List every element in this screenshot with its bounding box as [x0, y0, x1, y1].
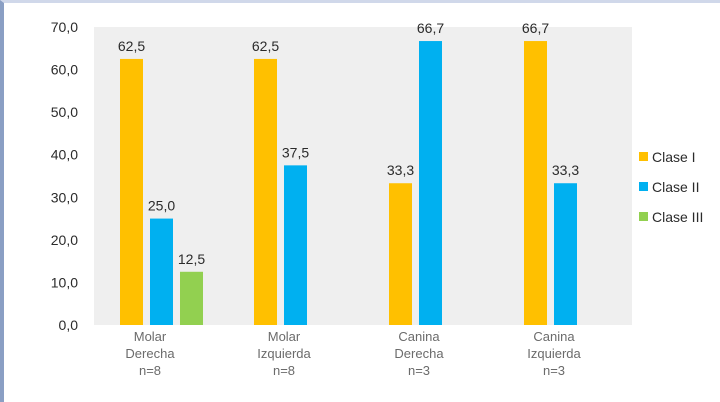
y-tick-label: 50,0 [51, 104, 78, 120]
legend-swatch [639, 212, 648, 221]
bar-clase-ii [150, 218, 173, 325]
y-tick-label: 20,0 [51, 232, 78, 248]
legend-label: Clase I [652, 149, 696, 165]
legend-swatch [639, 152, 648, 161]
data-label: 37,5 [282, 144, 309, 160]
category-label: Canina Izquierda n=3 [527, 329, 581, 378]
data-label: 33,3 [552, 162, 579, 178]
y-tick-label: 70,0 [51, 19, 78, 35]
data-label: 33,3 [387, 162, 414, 178]
bar-clase-iii [180, 271, 203, 325]
data-label: 62,5 [252, 38, 279, 54]
data-label: 66,7 [522, 20, 549, 36]
y-tick-label: 60,0 [51, 62, 78, 78]
y-tick-label: 40,0 [51, 147, 78, 163]
legend-label: Clase III [652, 209, 703, 225]
y-tick-label: 30,0 [51, 189, 78, 205]
bar-clase-i [120, 58, 143, 326]
data-label: 25,0 [148, 198, 175, 214]
bar-clase-i [254, 58, 277, 326]
data-label: 12,5 [178, 251, 205, 267]
bar-chart: 0,0 10,0 20,0 30,0 40,0 50,0 60,0 70,0 62,5 25,0… [51, 19, 704, 378]
bar-clase-ii [554, 183, 577, 325]
bar-clase-ii [419, 41, 442, 325]
bar-clase-i [389, 183, 412, 325]
category-label: Molar Izquierda n=8 [257, 329, 311, 378]
bar-clase-i [524, 41, 547, 325]
bar-clase-ii [284, 165, 307, 325]
y-tick-label: 10,0 [51, 274, 78, 290]
y-tick-label: 0,0 [59, 317, 79, 333]
data-label: 66,7 [417, 20, 444, 36]
category-label: Canina Derecha n=3 [394, 329, 444, 378]
category-label: Molar Derecha n=8 [125, 329, 175, 378]
legend-label: Clase II [652, 179, 699, 195]
legend-swatch [639, 182, 648, 191]
data-label: 62,5 [118, 38, 145, 54]
